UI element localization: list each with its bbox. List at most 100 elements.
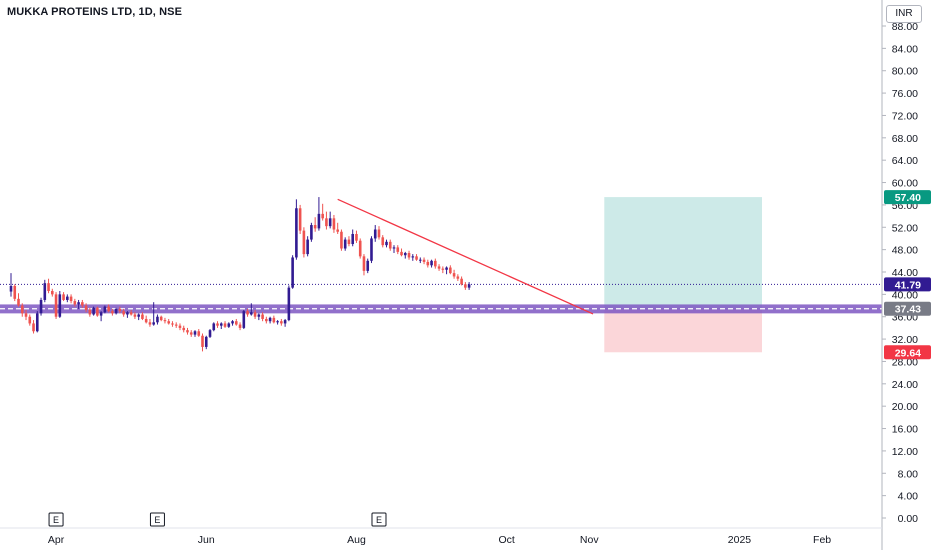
- candle-body: [92, 307, 95, 315]
- candle-body: [13, 285, 17, 299]
- price-tick-label: 88.00: [892, 21, 918, 33]
- time-tick-label: Feb: [813, 534, 831, 546]
- price-tick-label: 4.00: [898, 491, 919, 503]
- price-badges: 57.40 41.79 37.43 29.64: [884, 190, 931, 360]
- candle-body: [407, 252, 411, 258]
- candle-body: [373, 229, 377, 239]
- candle-body: [103, 306, 107, 313]
- candle-body: [268, 317, 272, 322]
- price-tick-label: 52.00: [892, 222, 918, 234]
- price-tick-label: 32.00: [892, 334, 918, 346]
- candle-body: [47, 283, 50, 292]
- price-tick-label: 40.00: [892, 289, 918, 301]
- candle-body: [370, 238, 373, 261]
- stop-price-badge-bg: [884, 345, 931, 360]
- candle-body: [54, 294, 58, 317]
- price-tick-label: 60.00: [892, 178, 918, 190]
- candle-body: [366, 260, 370, 271]
- last-price-badge-label: 41.79: [895, 279, 921, 291]
- chart-title: MUKKA PROTEINS LTD, 1D, NSE: [7, 6, 183, 18]
- candle-body: [321, 213, 324, 219]
- candle-body: [148, 322, 152, 325]
- candle-body: [9, 285, 13, 292]
- candle-body: [437, 266, 441, 269]
- candle-body: [118, 308, 122, 312]
- candle-body: [129, 312, 133, 315]
- candle-body: [464, 284, 467, 288]
- candle-body: [156, 316, 159, 323]
- candle-body: [32, 323, 35, 332]
- candle-body: [347, 239, 351, 245]
- candle-body: [223, 323, 227, 327]
- target-price-badge-bg: [884, 190, 931, 205]
- candle-body: [317, 213, 321, 229]
- candle-body: [216, 323, 219, 326]
- candle-body: [62, 294, 65, 300]
- candle-body: [276, 321, 279, 323]
- candle-body: [287, 287, 291, 321]
- candle-body: [445, 267, 448, 270]
- candle-body: [174, 324, 178, 326]
- candle-body: [137, 314, 140, 317]
- candle-body: [88, 310, 92, 315]
- candle-body: [295, 208, 298, 258]
- candle-body: [171, 323, 174, 325]
- price-tick-label: 28.00: [892, 356, 918, 368]
- candle-body: [418, 259, 422, 261]
- candle-body: [385, 241, 388, 246]
- candle-body: [396, 247, 400, 252]
- target-zone: [604, 197, 762, 309]
- candle-body: [133, 314, 137, 317]
- candle-body: [219, 323, 223, 326]
- candle-body: [51, 291, 54, 295]
- price-tick-label: 84.00: [892, 43, 918, 55]
- candle-body: [280, 321, 283, 324]
- candle-body: [388, 241, 392, 249]
- candle-body: [336, 229, 339, 232]
- stop-price-badge-label: 29.64: [895, 347, 921, 359]
- candle-body: [456, 276, 460, 279]
- candle-body: [250, 312, 253, 315]
- candle-body: [235, 321, 238, 325]
- candle-body: [381, 237, 385, 246]
- support-band: [0, 304, 882, 314]
- trendline[interactable]: [337, 198, 594, 315]
- candle-body: [328, 218, 332, 227]
- candle-body: [430, 260, 433, 266]
- price-tick-label: 80.00: [892, 66, 918, 78]
- time-tick-label: Jun: [198, 534, 215, 546]
- candle-body: [66, 296, 69, 300]
- candle-body: [355, 233, 358, 241]
- candle-body: [197, 331, 201, 336]
- earnings-marker: [149, 512, 165, 527]
- candle-body: [392, 247, 396, 249]
- time-axis[interactable]: Apr Jun Aug Oct Nov 2025 Feb: [0, 527, 882, 546]
- earnings-marker-label: E: [53, 515, 59, 525]
- candle-body: [141, 314, 144, 319]
- candle-body: [449, 267, 452, 274]
- candle-body: [261, 314, 264, 319]
- candle-body: [35, 313, 39, 332]
- candle-body: [340, 231, 343, 249]
- time-tick-label: 2025: [728, 534, 752, 546]
- candle-body: [351, 233, 355, 245]
- candle-body: [189, 332, 193, 335]
- currency-button[interactable]: INR: [886, 5, 922, 23]
- candle-body: [238, 324, 242, 328]
- time-tick-label: Oct: [498, 534, 514, 546]
- price-axis[interactable]: 88.00 84.00 80.00 76.00 72.00 68.00 64.00 60.00…: [881, 0, 919, 550]
- candles: [9, 197, 471, 352]
- candle-body: [325, 218, 328, 227]
- candle-body: [81, 302, 84, 306]
- candle-body: [434, 260, 437, 267]
- candle-body: [58, 294, 62, 317]
- candle-body: [310, 225, 313, 240]
- candle-body: [403, 252, 407, 256]
- candle-body: [39, 299, 43, 314]
- candle-body: [400, 251, 403, 256]
- candle-body: [193, 331, 197, 335]
- price-tick-label: 68.00: [892, 133, 918, 145]
- earnings-marker-label: E: [154, 515, 160, 525]
